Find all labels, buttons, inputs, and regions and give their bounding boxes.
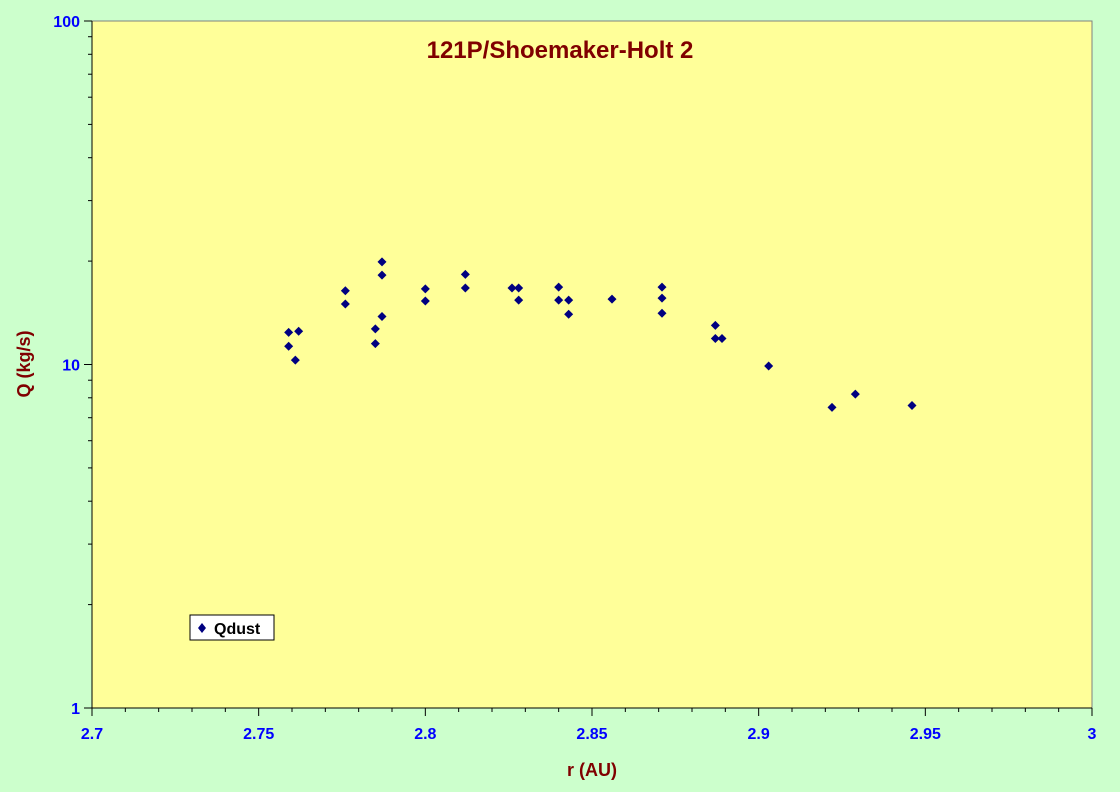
data-point	[377, 270, 387, 280]
data-point	[460, 269, 470, 279]
y-tick-labels: 1 10 100	[53, 14, 80, 718]
x-tick-label: 2.75	[243, 726, 274, 743]
y-axis-label: Q (kg/s)	[14, 330, 34, 397]
data-point	[514, 283, 524, 293]
data-point	[514, 295, 524, 305]
data-point	[460, 283, 470, 293]
data-point	[657, 282, 667, 292]
data-point	[294, 326, 304, 336]
major-ticks	[84, 20, 1093, 716]
x-tick-label: 2.85	[576, 726, 607, 743]
data-point	[657, 308, 667, 318]
x-tick-label: 2.9	[748, 726, 770, 743]
data-point	[370, 339, 380, 349]
data-point	[764, 361, 774, 371]
x-tick-label: 2.95	[910, 726, 941, 743]
data-point	[377, 257, 387, 267]
y-tick-label: 10	[62, 358, 80, 375]
minor-ticks	[88, 36, 1060, 712]
data-point	[717, 334, 727, 344]
data-point	[850, 389, 860, 399]
data-point	[507, 283, 517, 293]
legend-label: Qdust	[214, 621, 261, 638]
y-tick-label: 100	[53, 14, 80, 31]
x-tick-label: 2.8	[414, 726, 436, 743]
data-point	[284, 341, 294, 351]
data-point	[907, 400, 917, 410]
data-point	[290, 355, 300, 365]
data-point	[607, 294, 617, 304]
chart-title: 121P/Shoemaker-Holt 2	[427, 37, 694, 64]
data-point	[554, 295, 564, 305]
legend: Qdust	[189, 614, 275, 641]
data-point	[710, 334, 720, 344]
data-point	[370, 324, 380, 334]
data-point	[377, 311, 387, 321]
data-point	[564, 309, 574, 319]
x-tick-labels: 2.7 2.75 2.8 2.85 2.9 2.95 3	[81, 726, 1097, 743]
data-point	[420, 284, 430, 294]
plot-area	[91, 20, 1093, 709]
data-point	[340, 286, 350, 296]
data-point	[657, 293, 667, 303]
data-point	[710, 320, 720, 330]
data-points	[284, 257, 917, 412]
x-axis-label: r (AU)	[567, 760, 617, 780]
data-point	[284, 327, 294, 337]
data-point	[827, 402, 837, 412]
x-tick-label: 2.7	[81, 726, 103, 743]
y-tick-label: 1	[71, 701, 80, 718]
data-point	[564, 295, 574, 305]
data-point	[420, 296, 430, 306]
data-point	[340, 299, 350, 309]
data-point	[554, 282, 564, 292]
legend-marker-diamond-icon	[198, 623, 206, 633]
x-tick-label: 3	[1088, 726, 1097, 743]
